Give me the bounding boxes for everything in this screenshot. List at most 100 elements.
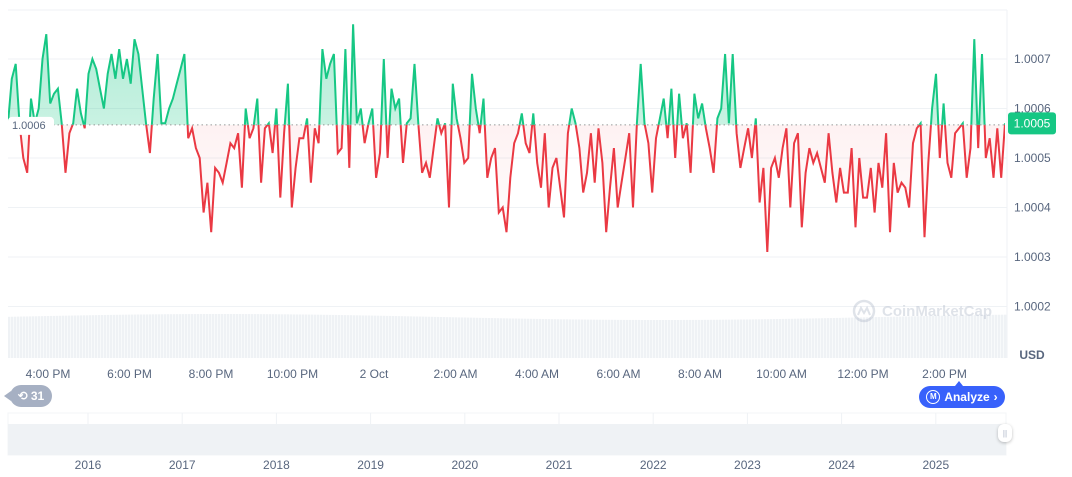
volume-bar bbox=[110, 314, 113, 358]
volume-bars bbox=[8, 314, 1007, 358]
volume-bar bbox=[602, 319, 605, 358]
volume-bar bbox=[269, 314, 272, 358]
volume-bar bbox=[254, 314, 257, 358]
volume-bar bbox=[443, 317, 446, 358]
volume-bar bbox=[884, 316, 887, 358]
volume-bar bbox=[896, 316, 899, 358]
volume-bar bbox=[338, 315, 341, 358]
volume-bar bbox=[857, 317, 860, 358]
volume-bar bbox=[332, 314, 335, 358]
volume-bar bbox=[488, 318, 491, 358]
volume-bar bbox=[875, 317, 878, 358]
volume-bar bbox=[131, 314, 134, 358]
volume-bar bbox=[785, 318, 788, 358]
volume-bar bbox=[962, 315, 965, 358]
volume-bar bbox=[794, 318, 797, 358]
volume-bar bbox=[920, 316, 923, 358]
volume-bar bbox=[53, 315, 56, 358]
volume-bar bbox=[212, 314, 215, 358]
volume-bar bbox=[188, 314, 191, 358]
volume-bar bbox=[365, 315, 368, 358]
volume-bar bbox=[98, 315, 101, 358]
price-line-down bbox=[18, 124, 1005, 253]
navigator-year-label: 2016 bbox=[75, 458, 102, 472]
volume-bar bbox=[932, 315, 935, 358]
volume-bar bbox=[521, 318, 524, 358]
volume-bar bbox=[41, 316, 44, 358]
x-tick-label: 2 Oct bbox=[360, 367, 389, 381]
volume-bar bbox=[314, 314, 317, 358]
volume-bar bbox=[182, 314, 185, 358]
volume-bar bbox=[584, 319, 587, 358]
volume-bar bbox=[683, 319, 686, 358]
volume-bar bbox=[893, 316, 896, 358]
volume-bar bbox=[869, 317, 872, 358]
volume-bar bbox=[491, 318, 494, 358]
volume-bar bbox=[650, 319, 653, 358]
volume-bar bbox=[707, 319, 710, 358]
volume-bar bbox=[755, 319, 758, 358]
volume-bar bbox=[143, 314, 146, 358]
navigator-year-label: 2017 bbox=[169, 458, 196, 472]
volume-bar bbox=[275, 314, 278, 358]
volume-bar bbox=[290, 314, 293, 358]
volume-bar bbox=[395, 316, 398, 358]
navigator-handle[interactable]: || bbox=[998, 424, 1012, 442]
volume-bar bbox=[668, 319, 671, 358]
volume-bar bbox=[635, 319, 638, 358]
volume-bar bbox=[317, 314, 320, 358]
volume-bar bbox=[701, 319, 704, 358]
volume-bar bbox=[956, 315, 959, 358]
volume-bar bbox=[581, 319, 584, 358]
history-button[interactable]: ⟲ 31 bbox=[4, 385, 52, 407]
history-icon: ⟲ bbox=[17, 389, 28, 403]
volume-bar bbox=[374, 315, 377, 358]
volume-bar bbox=[704, 319, 707, 358]
volume-bar bbox=[467, 317, 470, 358]
volume-bar bbox=[677, 319, 680, 358]
volume-bar bbox=[977, 315, 980, 358]
volume-bar bbox=[947, 315, 950, 358]
volume-bar bbox=[410, 316, 413, 358]
volume-bar bbox=[806, 318, 809, 358]
navigator-grid bbox=[87, 413, 937, 424]
volume-bar bbox=[281, 314, 284, 358]
volume-bar bbox=[872, 317, 875, 358]
volume-bar bbox=[578, 319, 581, 358]
volume-bar bbox=[902, 316, 905, 358]
volume-bar bbox=[689, 319, 692, 358]
analyze-button[interactable]: M Analyze › bbox=[919, 381, 1005, 408]
volume-bar bbox=[485, 317, 488, 358]
volume-bar bbox=[638, 319, 641, 358]
x-tick-label: 6:00 AM bbox=[596, 367, 640, 381]
x-tick-label: 4:00 AM bbox=[515, 367, 559, 381]
area-below-baseline bbox=[8, 124, 1005, 252]
volume-bar bbox=[752, 319, 755, 358]
volume-bar bbox=[383, 315, 386, 358]
volume-bar bbox=[422, 316, 425, 358]
volume-bar bbox=[695, 319, 698, 358]
volume-bar bbox=[176, 314, 179, 358]
volume-bar bbox=[35, 316, 38, 358]
volume-bar bbox=[461, 317, 464, 358]
volume-bar bbox=[56, 315, 59, 358]
volume-bar bbox=[983, 314, 986, 358]
volume-bar bbox=[227, 314, 230, 358]
y-tick-label: 1.0007 bbox=[1014, 52, 1051, 66]
volume-bar bbox=[482, 317, 485, 358]
volume-bar bbox=[284, 314, 287, 358]
volume-bar bbox=[107, 314, 110, 358]
volume-bar bbox=[770, 319, 773, 358]
volume-bar bbox=[536, 318, 539, 358]
volume-bar bbox=[809, 318, 812, 358]
x-axis: 4:00 PM 6:00 PM 8:00 PM 10:00 PM 2 Oct 2:00 A… bbox=[26, 367, 967, 381]
volume-bar bbox=[566, 319, 569, 358]
volume-bar bbox=[83, 315, 86, 358]
navigator-year-label: 2025 bbox=[922, 458, 949, 472]
volume-bar bbox=[167, 314, 170, 358]
volume-bar bbox=[197, 314, 200, 358]
volume-bar bbox=[308, 314, 311, 358]
volume-bar bbox=[47, 316, 50, 358]
volume-bar bbox=[230, 314, 233, 358]
